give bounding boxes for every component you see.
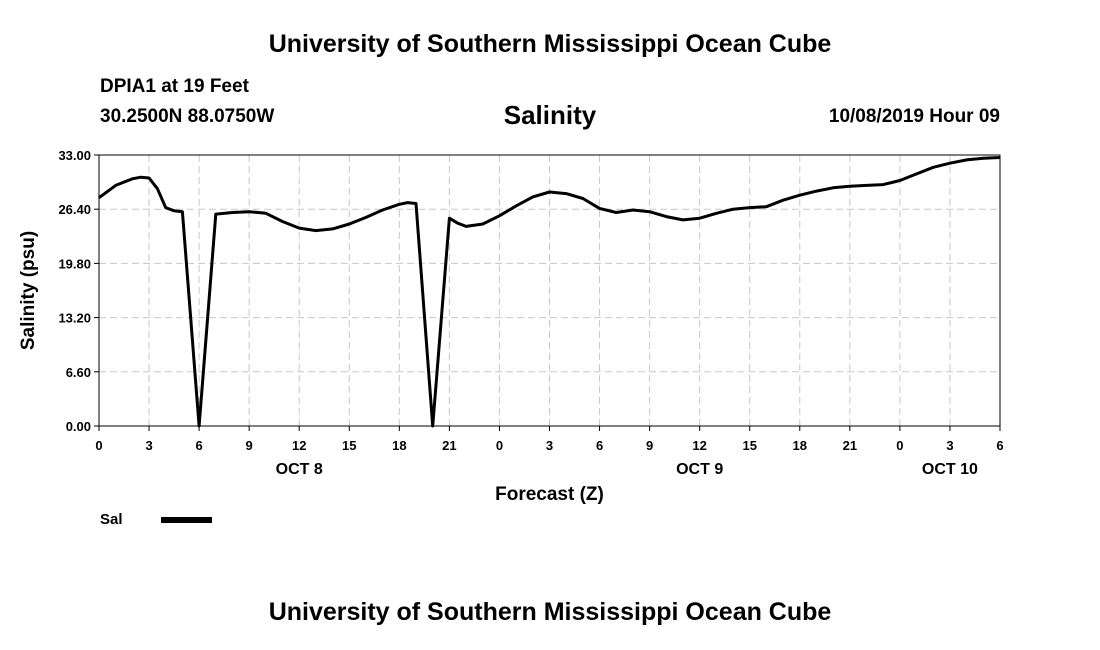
x-tick-label: 12 bbox=[692, 438, 706, 453]
day-label: OCT 10 bbox=[922, 461, 978, 478]
x-tick-label: 9 bbox=[246, 438, 253, 453]
x-tick-label: 21 bbox=[843, 438, 857, 453]
x-tick-label: 0 bbox=[496, 438, 503, 453]
x-tick-label: 15 bbox=[342, 438, 356, 453]
x-tick-label: 6 bbox=[996, 438, 1003, 453]
parameter-label: Salinity bbox=[503, 100, 597, 130]
y-tick-label: 0.00 bbox=[66, 419, 91, 434]
y-tick-label: 13.20 bbox=[58, 311, 91, 326]
x-tick-label: 0 bbox=[95, 438, 102, 453]
footer-title: University of Southern Mississippi Ocean… bbox=[268, 598, 832, 626]
x-tick-label: 18 bbox=[392, 438, 406, 453]
y-tick-label: 26.40 bbox=[58, 202, 91, 217]
y-tick-label: 33.00 bbox=[58, 148, 91, 163]
x-tick-label: 3 bbox=[145, 438, 152, 453]
x-tick-label: 6 bbox=[596, 438, 603, 453]
day-label: OCT 8 bbox=[276, 461, 323, 478]
series-line-salinity bbox=[98, 156, 1001, 428]
datetime-label: 10/08/2019 Hour 09 bbox=[828, 106, 1000, 127]
x-tick-label: 3 bbox=[546, 438, 553, 453]
coordinates-label: 30.2500N 88.0750W bbox=[100, 106, 275, 127]
x-tick-label: 12 bbox=[292, 438, 306, 453]
x-axis-title: Forecast (Z) bbox=[495, 484, 604, 505]
y-tick-label: 19.80 bbox=[58, 256, 91, 271]
y-tick-label: 6.60 bbox=[66, 365, 91, 380]
x-tick-label: 0 bbox=[896, 438, 903, 453]
legend-label: Sal bbox=[100, 511, 123, 528]
x-tick-label: 3 bbox=[946, 438, 953, 453]
y-axis-title: Salinity (psu) bbox=[18, 231, 39, 350]
plot-frame bbox=[98, 154, 1001, 427]
chart-title: University of Southern Mississippi Ocean… bbox=[268, 30, 832, 58]
day-label: OCT 9 bbox=[676, 461, 723, 478]
station-label: DPIA1 at 19 Feet bbox=[100, 76, 249, 97]
x-tick-label: 15 bbox=[742, 438, 756, 453]
x-tick-label: 21 bbox=[442, 438, 456, 453]
x-tick-label: 18 bbox=[793, 438, 807, 453]
x-tick-label: 6 bbox=[195, 438, 202, 453]
x-tick-label: 9 bbox=[646, 438, 653, 453]
